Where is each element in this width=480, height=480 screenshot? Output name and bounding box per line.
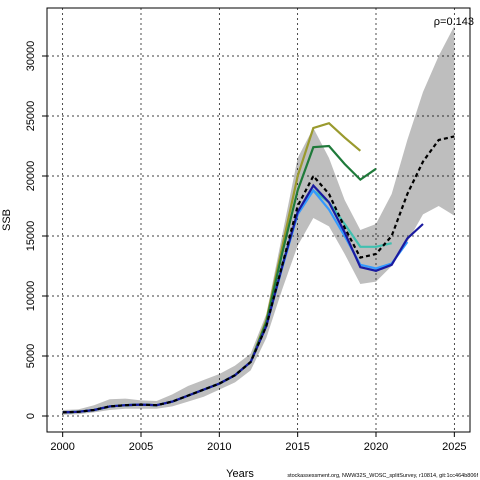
confidence-band <box>62 26 455 415</box>
plot-frame <box>46 7 471 433</box>
y-axis-label: SSB <box>1 209 13 231</box>
x-tick-label: 2020 <box>364 441 388 453</box>
y-tick-label: 0 <box>25 413 37 419</box>
series-line <box>62 135 455 414</box>
y-tick-label: 25000 <box>25 101 37 132</box>
x-tick-label: 2000 <box>50 441 74 453</box>
y-tick-label: 20000 <box>25 161 37 192</box>
y-tick-label: 5000 <box>25 344 37 368</box>
x-tick-label: 2005 <box>129 441 153 453</box>
x-tick-label: 2015 <box>285 441 309 453</box>
x-tick-label: 2025 <box>442 441 466 453</box>
series-line <box>62 183 424 414</box>
y-tick-label: 10000 <box>25 281 37 312</box>
y-tick-label: 30000 <box>25 41 37 72</box>
y-tick-label: 15000 <box>25 221 37 252</box>
x-tick-label: 2010 <box>207 441 231 453</box>
x-axis-label: Years <box>226 468 254 480</box>
footer: stockassessment.org, NWW32S_WOSC_splitSu… <box>287 473 478 479</box>
annotation: ρ=0.143 <box>434 16 474 28</box>
